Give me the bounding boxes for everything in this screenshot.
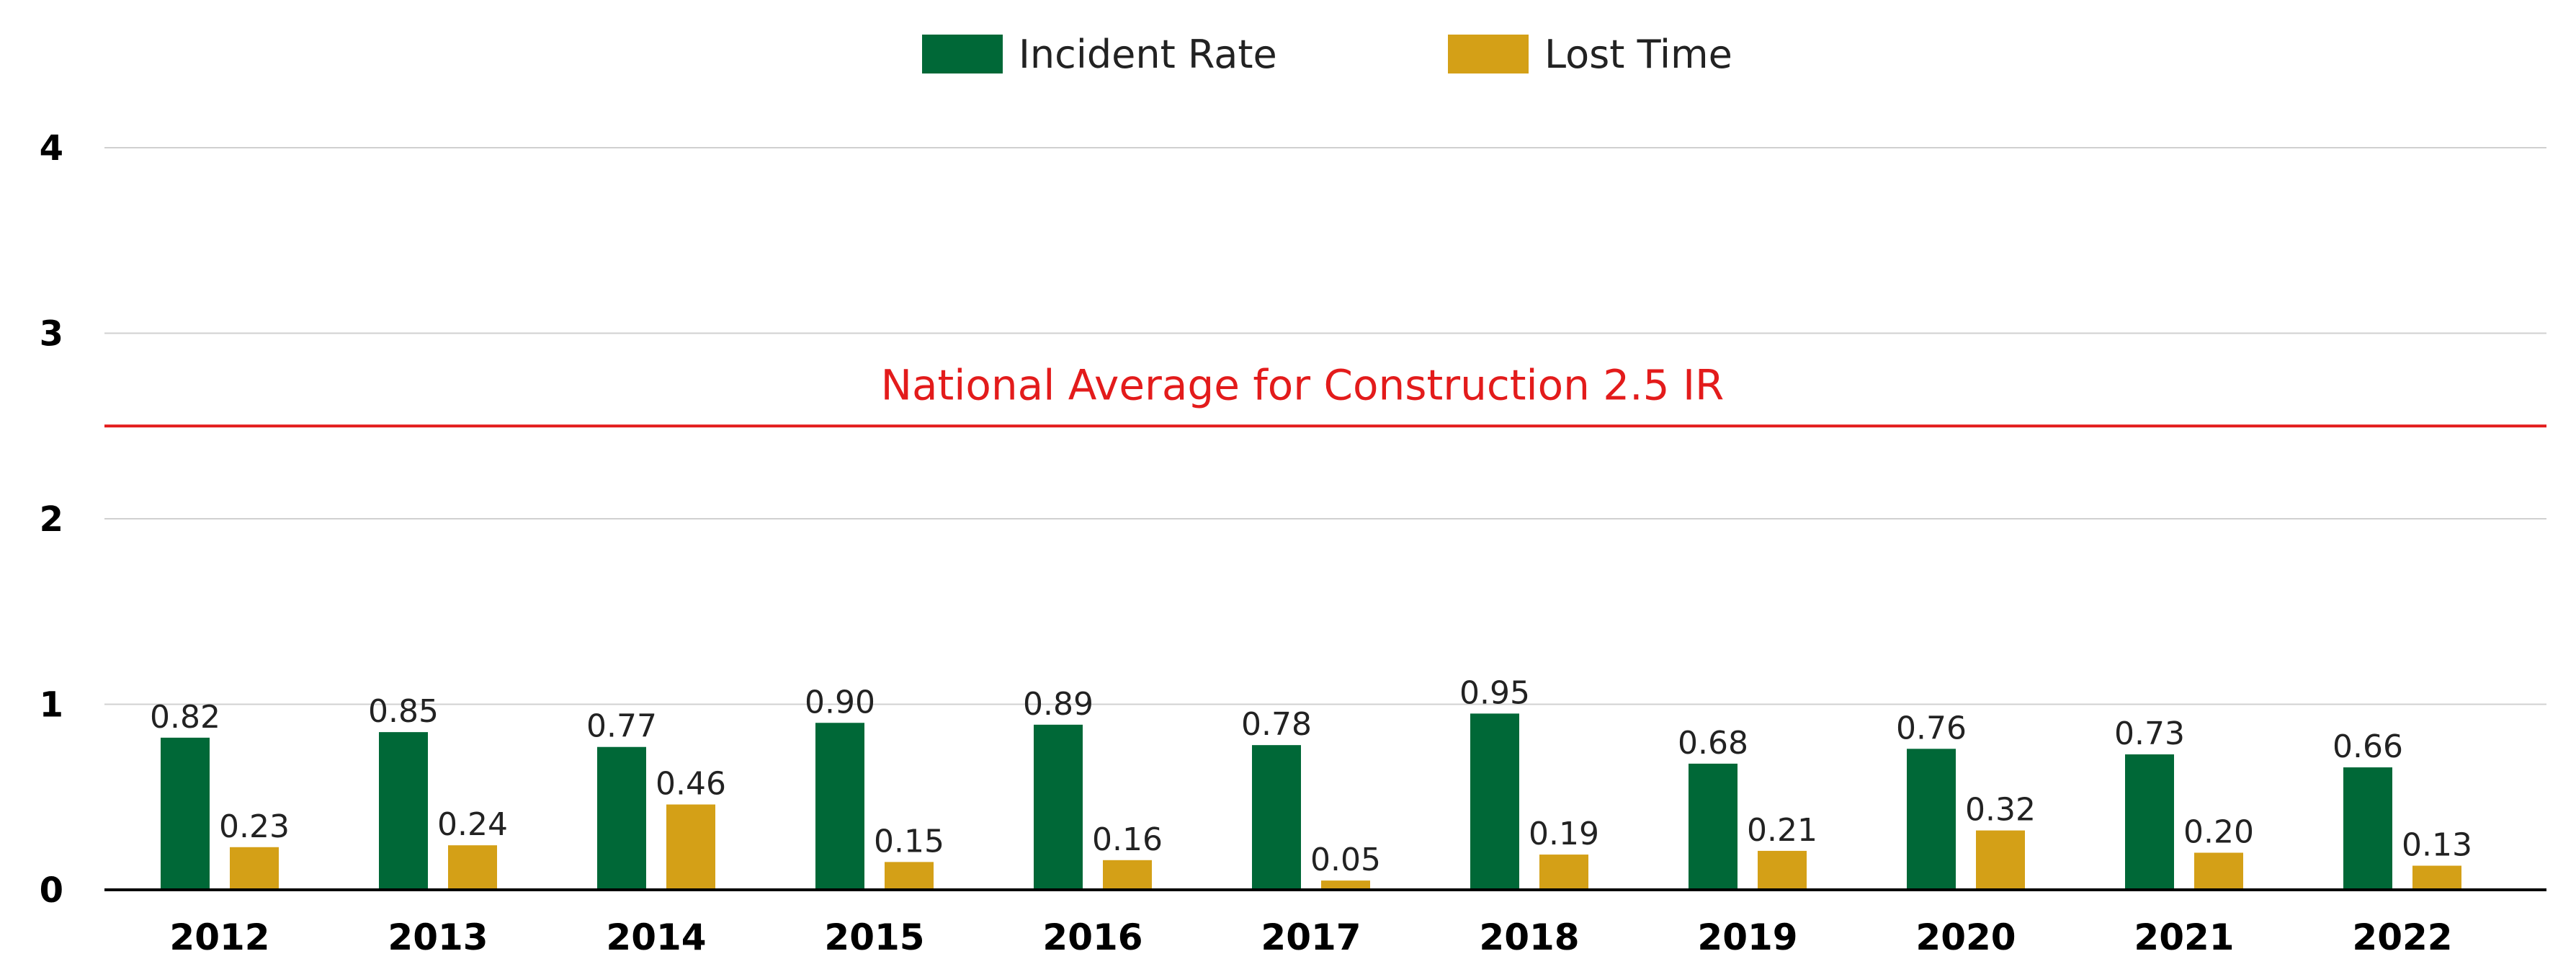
incident-rate-bar — [1689, 763, 1738, 890]
x-tick-label: 2012 — [169, 916, 269, 958]
lost-time-value-label: 0.15 — [874, 823, 944, 860]
x-axis-labels: 2012 2013 2014 2015 2016 2017 2018 2019 2020 2021… — [169, 916, 2452, 958]
x-tick-label: 2013 — [388, 916, 488, 958]
incident-rate-bar — [1907, 749, 1956, 890]
incident-rate-bar — [1470, 713, 1519, 890]
legend: Incident Rate Lost Time — [922, 32, 1732, 77]
incident-rate-value-label: 0.89 — [1023, 686, 1094, 723]
lost-time-value-label: 0.20 — [2183, 814, 2254, 851]
legend-swatch — [922, 35, 1003, 73]
bars: 0.82 0.23 0.85 0.24 0.77 0.46 0.90 0.15 0.89 0.16… — [150, 674, 2472, 890]
reference-line-group: National Average for Construction 2.5 IR — [104, 360, 2546, 428]
grid-lines — [104, 147, 2546, 705]
legend-label: Lost Time — [1544, 32, 1732, 77]
lost-time-value-label: 0.23 — [219, 808, 290, 845]
y-axis-ticks: 0 1 2 3 4 — [40, 128, 63, 911]
incident-rate-value-label: 0.77 — [586, 708, 657, 745]
lost-time-bar — [1103, 860, 1152, 890]
legend-label: Incident Rate — [1019, 32, 1277, 77]
incident-rate-value-label: 0.85 — [368, 693, 439, 730]
incident-rate-value-label: 0.95 — [1459, 674, 1530, 711]
x-tick-label: 2016 — [1042, 916, 1142, 958]
lost-time-value-label: 0.46 — [656, 766, 726, 803]
incident-rate-bar — [815, 723, 864, 890]
lost-time-bar — [230, 847, 279, 890]
lost-time-bar — [1758, 850, 1807, 890]
lost-time-bar — [2194, 852, 2243, 890]
national-average-label: National Average for Construction 2.5 IR — [881, 360, 1725, 409]
lost-time-value-label: 0.24 — [437, 806, 508, 843]
lost-time-bar — [1321, 880, 1370, 890]
lost-time-value-label: 0.21 — [1747, 812, 1817, 849]
lost-time-value-label: 0.13 — [2402, 827, 2472, 864]
y-tick-label: 2 — [40, 499, 63, 540]
incident-rate-bar — [1252, 745, 1301, 890]
y-tick-label: 4 — [40, 128, 63, 169]
x-tick-label: 2015 — [824, 916, 924, 958]
x-tick-label: 2018 — [1479, 916, 1579, 958]
lost-time-bar — [1539, 855, 1588, 890]
incident-rate-value-label: 0.78 — [1241, 706, 1312, 743]
x-tick-label: 2020 — [1915, 916, 2016, 958]
y-tick-label: 1 — [40, 685, 63, 726]
incident-rate-value-label: 0.68 — [1678, 725, 1748, 762]
x-tick-label: 2014 — [606, 916, 706, 958]
lost-time-bar — [2412, 865, 2461, 890]
incident-rate-value-label: 0.66 — [2333, 728, 2403, 765]
incident-rate-bar — [2125, 754, 2174, 890]
legend-swatch — [1448, 35, 1529, 73]
lost-time-bar — [1976, 830, 2025, 890]
x-tick-label: 2017 — [1261, 916, 1361, 958]
incident-rate-bar — [161, 737, 210, 890]
incident-rate-value-label: 0.82 — [150, 699, 220, 736]
x-tick-label: 2022 — [2352, 916, 2452, 958]
lost-time-bar — [666, 804, 715, 890]
incident-rate-bar — [2343, 767, 2392, 890]
x-tick-label: 2019 — [1697, 916, 1797, 958]
incident-rate-bar — [379, 732, 428, 890]
lost-time-value-label: 0.19 — [1529, 816, 1599, 852]
lost-time-bar — [448, 845, 497, 890]
lost-time-value-label: 0.05 — [1310, 842, 1381, 878]
lost-time-value-label: 0.16 — [1092, 821, 1163, 858]
incident-rate-value-label: 0.76 — [1896, 710, 1967, 746]
lost-time-value-label: 0.32 — [1965, 792, 2036, 829]
incident-rate-value-label: 0.90 — [805, 684, 875, 721]
x-tick-label: 2021 — [2134, 916, 2234, 958]
lost-time-bar — [885, 862, 934, 890]
incident-rate-bar — [1034, 724, 1083, 890]
incident-rate-value-label: 0.73 — [2114, 715, 2185, 752]
incident-rate-bar — [597, 746, 646, 890]
y-tick-label: 0 — [40, 870, 63, 911]
y-tick-label: 3 — [40, 314, 63, 354]
